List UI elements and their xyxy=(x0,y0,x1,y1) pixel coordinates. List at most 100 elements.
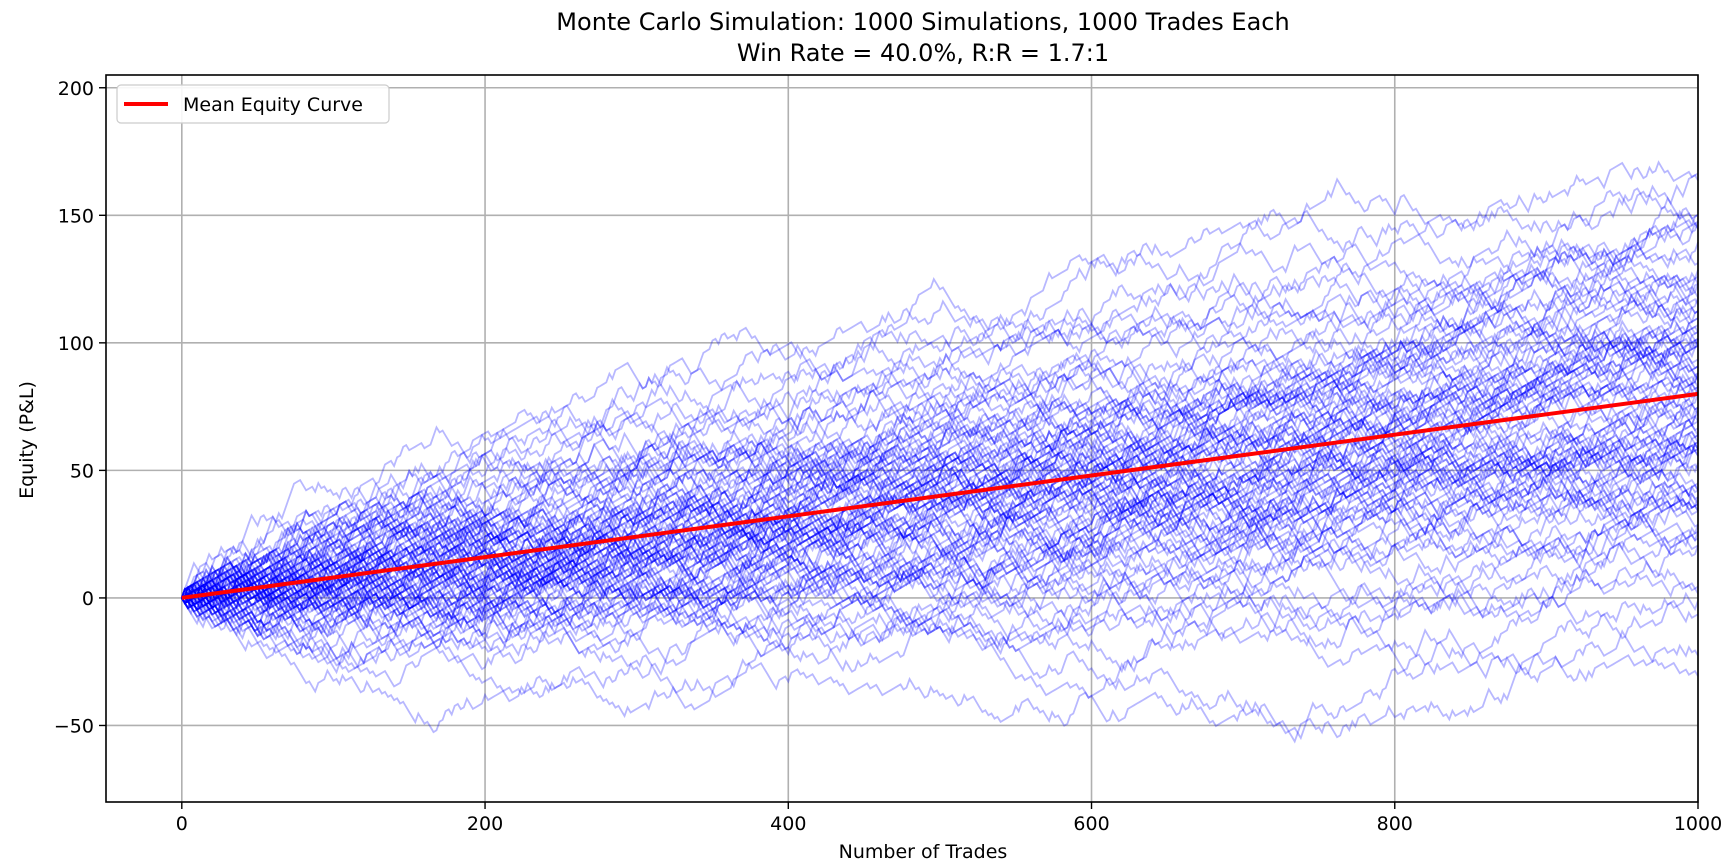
simulation-path xyxy=(181,271,1699,623)
x-tick-label: 1000 xyxy=(1674,813,1722,835)
simulation-path xyxy=(181,276,1699,599)
simulation-path xyxy=(181,434,1699,675)
simulation-path xyxy=(181,441,1699,654)
simulation-path xyxy=(181,299,1699,599)
simulation-path xyxy=(181,160,1699,610)
y-tick-label: −50 xyxy=(54,715,94,737)
simulation-path xyxy=(181,418,1699,628)
x-axis-label: Number of Trades xyxy=(839,841,1008,862)
simulation-path xyxy=(181,393,1699,643)
plot-frame xyxy=(105,74,1699,803)
simulation-path xyxy=(181,430,1699,602)
simulation-path xyxy=(181,317,1699,599)
simulation-path xyxy=(181,221,1699,606)
y-tick-label: 0 xyxy=(82,588,94,610)
x-tick-label: 0 xyxy=(176,813,188,835)
legend-label-mean: Mean Equity Curve xyxy=(183,94,363,116)
simulation-path xyxy=(181,220,1699,616)
simulation-path xyxy=(181,381,1699,641)
simulation-path xyxy=(180,560,1699,641)
y-tick-label: 150 xyxy=(58,205,94,227)
simulation-path xyxy=(181,335,1699,606)
y-tick-label: 100 xyxy=(58,333,94,355)
simulation-paths xyxy=(180,160,1699,744)
simulation-path xyxy=(181,269,1699,612)
simulation-path xyxy=(181,333,1699,605)
simulation-path xyxy=(181,288,1699,670)
simulation-path xyxy=(181,358,1699,617)
simulation-path xyxy=(181,214,1699,599)
grid xyxy=(106,75,1699,802)
simulation-path xyxy=(181,274,1699,620)
simulation-path xyxy=(181,516,1699,616)
simulation-path xyxy=(181,338,1699,613)
simulation-path xyxy=(181,372,1699,611)
simulation-path xyxy=(181,430,1699,673)
simulation-path xyxy=(181,373,1699,601)
simulation-path xyxy=(181,489,1699,615)
x-axis: 0 200 400 600 800 1000 xyxy=(176,802,1722,835)
simulation-path xyxy=(180,472,1699,650)
simulation-path xyxy=(180,362,1699,599)
simulation-path xyxy=(181,594,1699,744)
simulation-path xyxy=(181,495,1699,622)
simulation-path xyxy=(181,424,1699,607)
simulation-path xyxy=(181,239,1699,641)
simulation-path xyxy=(180,459,1699,599)
simulation-path xyxy=(181,332,1699,626)
simulation-path xyxy=(180,500,1699,667)
simulation-path xyxy=(181,328,1699,612)
simulation-path xyxy=(181,172,1699,627)
simulation-path xyxy=(180,479,1699,664)
simulation-path xyxy=(180,310,1699,599)
x-tick-label: 800 xyxy=(1377,813,1413,835)
simulation-path xyxy=(181,405,1699,611)
simulation-path xyxy=(181,401,1699,621)
simulation-path xyxy=(181,473,1699,665)
mean-curve-layer xyxy=(181,391,1699,600)
simulation-path xyxy=(181,423,1699,658)
simulation-path xyxy=(181,367,1699,634)
simulation-path xyxy=(181,463,1699,618)
y-axis-label: Equity (P&L) xyxy=(16,381,38,499)
simulation-path xyxy=(181,365,1699,599)
y-axis: −50 0 50 100 150 200 xyxy=(54,78,106,737)
simulation-path xyxy=(181,382,1699,607)
legend: Mean Equity Curve xyxy=(116,84,390,124)
simulation-path xyxy=(181,331,1699,599)
simulation-path xyxy=(181,329,1699,619)
simulation-path xyxy=(181,559,1699,677)
simulation-path xyxy=(181,322,1699,618)
simulation-path xyxy=(181,433,1699,619)
simulation-path xyxy=(181,280,1699,639)
simulation-path xyxy=(181,380,1699,599)
simulation-path xyxy=(181,457,1699,630)
simulation-path xyxy=(181,517,1699,636)
y-tick-label: 200 xyxy=(58,78,94,100)
simulation-path xyxy=(180,404,1699,638)
simulation-path xyxy=(181,275,1699,624)
simulation-path xyxy=(181,398,1699,621)
simulation-path xyxy=(181,524,1699,674)
simulation-path xyxy=(181,384,1699,666)
simulation-path xyxy=(181,310,1699,610)
simulation-path xyxy=(181,476,1699,657)
simulation-path xyxy=(181,372,1699,603)
simulation-path xyxy=(181,437,1699,640)
simulation-path xyxy=(181,338,1699,628)
simulation-path xyxy=(181,404,1699,615)
simulation-path xyxy=(181,404,1699,617)
simulation-path xyxy=(181,589,1699,739)
x-tick-label: 400 xyxy=(770,813,806,835)
simulation-path xyxy=(181,344,1699,601)
simulation-path xyxy=(181,233,1699,613)
simulation-path xyxy=(181,551,1699,699)
simulation-path xyxy=(181,432,1699,608)
simulation-path xyxy=(181,335,1699,616)
simulation-path xyxy=(181,296,1699,604)
simulation-path xyxy=(181,325,1699,611)
chart-title: Monte Carlo Simulation: 1000 Simulations… xyxy=(556,8,1289,36)
